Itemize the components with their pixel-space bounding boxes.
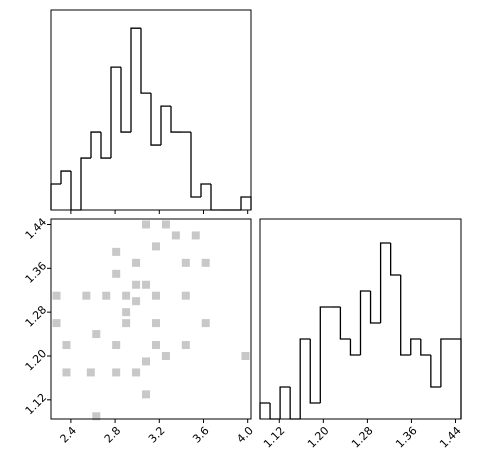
histogram-step <box>190 132 201 198</box>
x-tick-label: 1.44 <box>437 424 464 451</box>
histogram-step <box>80 157 91 210</box>
x-tick-label: 4.0 <box>234 424 256 446</box>
y-tick-label: 1.20 <box>23 347 50 374</box>
histogram-step <box>110 66 121 159</box>
point <box>241 351 250 360</box>
point <box>132 258 141 267</box>
point <box>151 341 160 350</box>
point <box>132 368 141 377</box>
histogram-step <box>450 338 462 419</box>
histogram-step <box>440 338 451 387</box>
point <box>142 390 151 399</box>
axes-frame <box>50 218 252 420</box>
histogram-step <box>379 242 391 323</box>
histogram-step <box>309 339 321 404</box>
histogram-step <box>369 291 381 324</box>
point <box>142 220 151 229</box>
histogram-step <box>200 183 211 198</box>
histogram-step <box>390 243 401 276</box>
point <box>132 297 141 306</box>
histogram-step <box>160 105 171 146</box>
x-tick-label: 3.6 <box>190 424 212 446</box>
histogram-step <box>50 183 61 210</box>
point <box>151 242 160 251</box>
point <box>161 220 170 229</box>
point <box>122 319 131 328</box>
point <box>112 368 121 377</box>
histogram-step <box>90 131 101 159</box>
point <box>142 357 151 366</box>
axes-frame <box>50 9 252 211</box>
axes-frame <box>259 218 462 420</box>
histogram-step <box>170 106 181 133</box>
point <box>52 319 61 328</box>
point <box>151 291 160 300</box>
y-tick-label: 1.36 <box>23 259 50 286</box>
histogram-step <box>400 275 411 356</box>
point <box>201 258 210 267</box>
histogram-step <box>349 339 361 356</box>
y-tick-label: 1.12 <box>23 391 50 418</box>
point <box>181 291 190 300</box>
x-tick-label: 1.28 <box>349 424 376 451</box>
x-tick-label: 1.20 <box>305 424 332 451</box>
point <box>122 308 131 317</box>
histogram-step <box>259 402 271 419</box>
point <box>161 351 170 360</box>
histogram-step <box>60 170 71 185</box>
histogram-step <box>319 306 331 403</box>
histogram-step <box>240 196 252 210</box>
histogram-step <box>289 387 301 420</box>
histogram-step <box>120 67 131 133</box>
point <box>112 269 121 278</box>
histogram-step <box>420 339 431 356</box>
point <box>181 341 190 350</box>
x-tick-label: 2.4 <box>58 424 80 446</box>
histogram-step <box>140 28 151 94</box>
histogram-step <box>150 93 161 146</box>
point <box>191 231 200 240</box>
y-tick-label: 1.28 <box>23 303 50 330</box>
point <box>62 341 71 350</box>
histogram-step <box>339 307 351 340</box>
point <box>86 368 95 377</box>
point <box>181 258 190 267</box>
point <box>62 368 71 377</box>
point <box>151 319 160 328</box>
point <box>102 291 111 300</box>
point <box>52 291 61 300</box>
histogram-step <box>299 338 311 419</box>
point <box>112 247 121 256</box>
x-tick-label: 1.12 <box>261 424 288 451</box>
histogram-step <box>210 184 221 211</box>
point <box>142 280 151 289</box>
y-tick-label: 1.44 <box>23 216 50 243</box>
point <box>122 291 131 300</box>
histogram-step <box>269 403 281 420</box>
x-tick-label: 2.8 <box>102 424 124 446</box>
x-tick-label: 1.36 <box>393 424 420 451</box>
point <box>112 341 121 350</box>
point <box>132 280 141 289</box>
histogram-step <box>279 386 291 419</box>
point <box>92 412 101 421</box>
point <box>201 319 210 328</box>
point <box>92 330 101 339</box>
histogram-step <box>359 290 371 355</box>
histogram-step <box>430 355 441 388</box>
histogram-step <box>70 171 81 211</box>
x-tick-label: 3.2 <box>146 424 168 446</box>
point <box>171 231 180 240</box>
histogram-step <box>130 27 141 133</box>
histogram-step <box>410 338 421 355</box>
histogram-step <box>100 132 111 159</box>
point <box>82 291 91 300</box>
